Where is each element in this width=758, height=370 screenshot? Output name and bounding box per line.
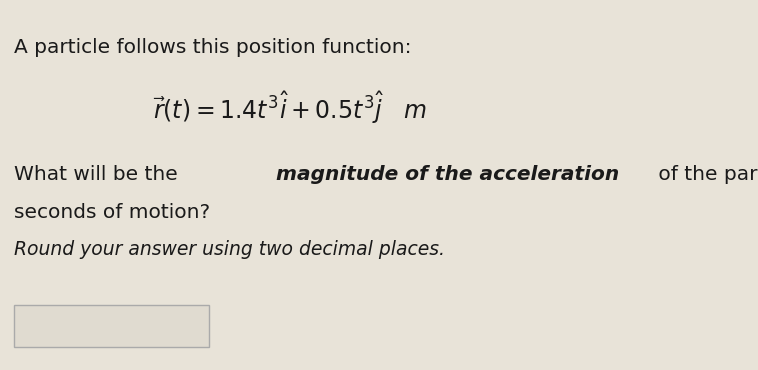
Text: A particle follows this position function:: A particle follows this position functio… <box>14 38 412 57</box>
Text: What will be the: What will be the <box>14 165 184 184</box>
Text: $\vec{r}(t) = 1.4t^3\hat{i}+0.5t^3\hat{j}$   $m$: $\vec{r}(t) = 1.4t^3\hat{i}+0.5t^3\hat{j… <box>153 90 427 127</box>
FancyBboxPatch shape <box>14 305 209 347</box>
Text: seconds of motion?: seconds of motion? <box>14 203 210 222</box>
Text: magnitude of the acceleration: magnitude of the acceleration <box>276 165 619 184</box>
Text: of the particle after 0.64: of the particle after 0.64 <box>652 165 758 184</box>
Text: Round your answer using two decimal places.: Round your answer using two decimal plac… <box>14 240 445 259</box>
